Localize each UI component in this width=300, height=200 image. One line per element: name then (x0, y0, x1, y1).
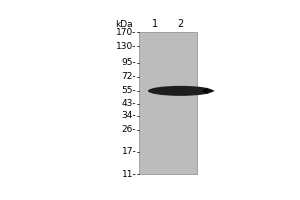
Ellipse shape (148, 86, 213, 96)
Text: 95-: 95- (122, 58, 136, 67)
Text: 34-: 34- (122, 111, 136, 120)
Text: 72-: 72- (122, 72, 136, 81)
Text: 2: 2 (177, 19, 184, 29)
Bar (139, 32, 197, 174)
Text: 11-: 11- (122, 170, 136, 179)
Text: 55-: 55- (122, 86, 136, 95)
Text: 17-: 17- (122, 147, 136, 156)
Text: kDa: kDa (115, 20, 132, 29)
Text: 26-: 26- (122, 125, 136, 134)
Text: 1: 1 (152, 19, 158, 29)
Text: 130-: 130- (116, 42, 136, 51)
Text: 43-: 43- (122, 99, 136, 108)
Text: 170-: 170- (116, 28, 136, 37)
